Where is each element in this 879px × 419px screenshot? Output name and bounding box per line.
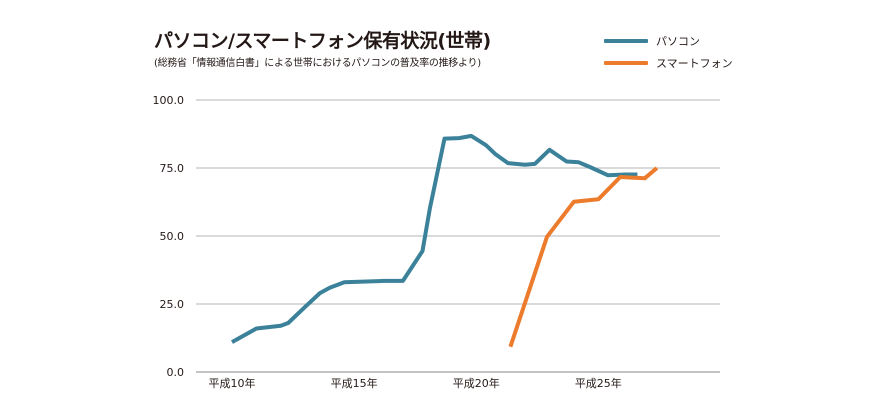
chart-title: パソコン/スマートフォン保有状況(世帯) [154, 30, 491, 52]
legend-item-smartphone: スマートフォン [604, 52, 733, 74]
y-tick-label: 50.0 [160, 230, 185, 243]
legend-item-pc: パソコン [604, 30, 733, 52]
legend-swatch-smartphone [604, 61, 648, 65]
y-tick-label: 0.0 [167, 366, 185, 379]
x-tick-label: 平成25年 [575, 376, 622, 390]
y-tick-label: 75.0 [160, 162, 185, 175]
legend-label-pc: パソコン [656, 35, 700, 48]
legend-label-smartphone: スマートフォン [656, 57, 733, 70]
y-tick-label: 25.0 [160, 298, 185, 311]
legend: パソコン スマートフォン [604, 30, 733, 74]
x-tick-label: 平成10年 [209, 376, 256, 390]
chart-subtitle: (総務省「情報通信白書」による世帯におけるパソコンの普及率の推移より) [154, 58, 481, 69]
legend-swatch-pc [604, 39, 648, 43]
series-line-pc [231, 133, 638, 344]
y-tick-label: 100.0 [153, 94, 185, 107]
series-line-smartphone [508, 166, 659, 348]
x-tick-label: 平成20年 [453, 376, 500, 390]
x-tick-label: 平成15年 [331, 376, 378, 390]
